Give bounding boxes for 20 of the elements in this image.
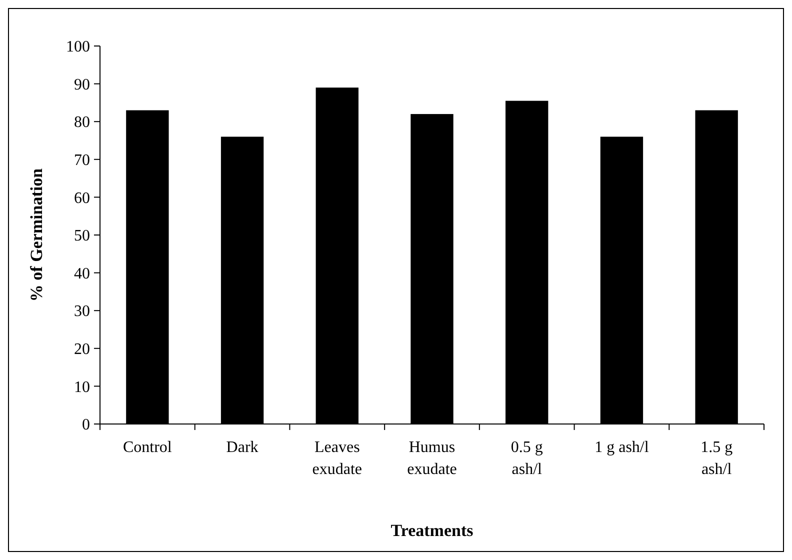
x-tick-label: 1.5 g ash/l — [700, 439, 733, 478]
y-tick-label: 70 — [74, 152, 90, 169]
y-tick-label: 60 — [74, 190, 90, 207]
y-tick-label: 80 — [74, 114, 90, 132]
x-tick-label: Leaves exudate — [312, 439, 362, 478]
x-axis-title: Treatments — [390, 521, 474, 540]
y-tick-label: 50 — [74, 228, 90, 245]
y-tick-label: 100 — [66, 38, 90, 56]
y-tick-label: 40 — [74, 265, 90, 282]
y-tick-label: 10 — [74, 378, 90, 396]
y-tick-label: 30 — [74, 303, 90, 320]
y-tick-label: 0 — [82, 416, 90, 434]
x-tick-label: 1 g ash/l — [594, 439, 650, 456]
y-axis-title: % of Germination — [27, 168, 46, 302]
y-tick-label: 90 — [74, 76, 90, 94]
x-tick-label: 0.5 g ash/l — [510, 439, 543, 478]
x-tick-label: Dark — [226, 439, 258, 456]
y-tick-label: 20 — [74, 341, 90, 358]
x-tick-label: Control — [122, 439, 172, 456]
x-tick-label: Humus exudate — [407, 439, 457, 478]
